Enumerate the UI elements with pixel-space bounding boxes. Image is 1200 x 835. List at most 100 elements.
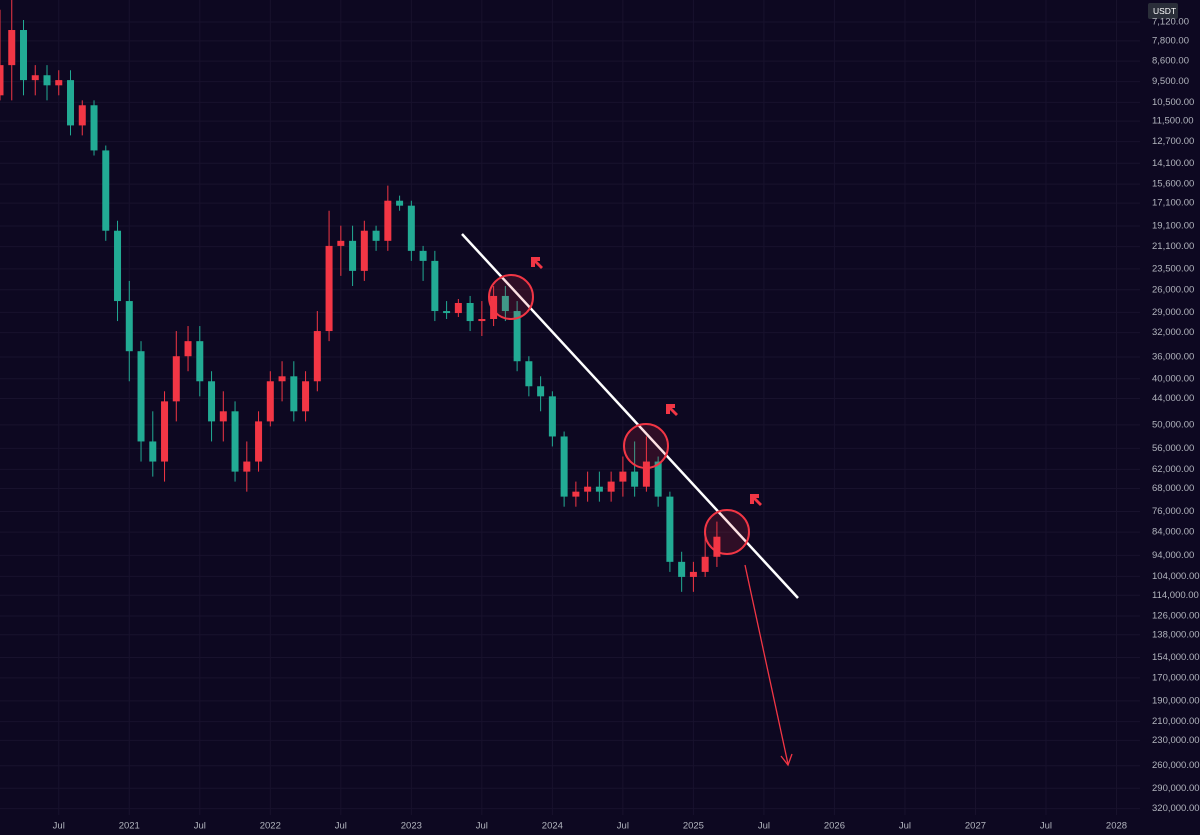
x-tick-label: 2026 xyxy=(824,821,845,832)
x-tick-label: Jul xyxy=(617,821,629,832)
currency-badge xyxy=(1148,3,1178,19)
candle-body xyxy=(431,260,439,312)
candle-body xyxy=(466,303,474,322)
x-tick-label: Jul xyxy=(476,821,488,832)
y-tick-label: 154,000.00 xyxy=(1152,652,1200,663)
x-tick-label: 2028 xyxy=(1106,821,1127,832)
candle-body xyxy=(313,331,321,382)
x-tick-label: 2022 xyxy=(260,821,281,832)
y-tick-label: 44,000.00 xyxy=(1152,393,1194,404)
touch-circle xyxy=(488,274,534,320)
x-tick-label: 2024 xyxy=(542,821,563,832)
y-tick-label: 9,500.00 xyxy=(1152,76,1189,87)
candle-body xyxy=(619,471,627,482)
candle-body xyxy=(537,386,545,397)
candle-body xyxy=(67,80,75,126)
candle-body xyxy=(266,381,274,422)
x-tick-label: 2027 xyxy=(965,821,986,832)
y-tick-label: 210,000.00 xyxy=(1152,716,1200,727)
candle-body xyxy=(384,200,392,241)
candle-body xyxy=(55,80,63,86)
candle-body xyxy=(642,461,650,487)
candle-body xyxy=(78,105,86,126)
axes: USDT 7,120.00 7,800.00 8,600.00 9,500.00 10,… xyxy=(53,3,1200,832)
marker-icon xyxy=(531,257,543,269)
candle-body xyxy=(137,351,145,442)
candle-body xyxy=(396,200,404,206)
candle-body xyxy=(102,150,110,231)
y-tick-label: 17,100.00 xyxy=(1152,198,1194,209)
candle-body xyxy=(372,230,380,241)
y-tick-label: 84,000.00 xyxy=(1152,527,1194,538)
candle-body xyxy=(607,481,615,492)
y-tick-label: 50,000.00 xyxy=(1152,419,1194,430)
y-tick-label: 104,000.00 xyxy=(1152,571,1200,582)
touch-circle xyxy=(623,423,669,469)
candle-body xyxy=(302,381,310,412)
candle-body xyxy=(631,471,639,487)
candle-body xyxy=(31,75,39,81)
candle-body xyxy=(208,381,216,422)
marker-icon xyxy=(666,404,678,416)
candle-body xyxy=(125,301,133,352)
y-tick-label: 260,000.00 xyxy=(1152,760,1200,771)
y-tick-label: 26,000.00 xyxy=(1152,284,1194,295)
y-tick-label: 40,000.00 xyxy=(1152,373,1194,384)
candle-body xyxy=(231,411,239,472)
y-tick-label: 68,000.00 xyxy=(1152,483,1194,494)
candle-body xyxy=(548,396,556,437)
x-tick-label: 2023 xyxy=(401,821,422,832)
forecast-arrow-head xyxy=(780,753,793,767)
candle-body xyxy=(513,311,521,362)
y-tick-label: 10,500.00 xyxy=(1152,97,1194,108)
x-tick-label: Jul xyxy=(1040,821,1052,832)
marker-icon xyxy=(750,494,762,506)
candle-body xyxy=(290,376,298,412)
y-tick-label: 14,100.00 xyxy=(1152,158,1194,169)
x-tick-label: Jul xyxy=(758,821,770,832)
candle-body xyxy=(419,250,427,261)
price-axis xyxy=(1140,0,1200,835)
candle-body xyxy=(255,421,263,462)
forecast-arrow xyxy=(744,564,789,765)
candle-body xyxy=(701,556,709,572)
candle-body xyxy=(478,318,486,322)
y-tick-label: 320,000.00 xyxy=(1152,803,1200,814)
x-tick-label: Jul xyxy=(899,821,911,832)
y-tick-label: 7,800.00 xyxy=(1152,35,1189,46)
candle-body xyxy=(90,105,98,151)
candle-body xyxy=(0,65,4,96)
candle-body xyxy=(337,240,345,246)
y-tick-label: 114,000.00 xyxy=(1152,590,1199,601)
grid xyxy=(0,0,1140,815)
y-tick-label: 19,100.00 xyxy=(1152,221,1194,232)
candle-body xyxy=(713,536,721,557)
drawings xyxy=(461,233,799,767)
x-tick-label: 2021 xyxy=(119,821,140,832)
candle-body xyxy=(349,240,357,271)
x-tick-label: Jul xyxy=(53,821,65,832)
candle-body xyxy=(325,245,333,332)
y-tick-label: 12,700.00 xyxy=(1152,136,1194,147)
candle-body xyxy=(43,75,51,86)
y-tick-label: 21,100.00 xyxy=(1152,241,1194,252)
candle-body xyxy=(196,341,204,382)
currency-label: USDT xyxy=(1153,6,1176,16)
y-tick-label: 29,000.00 xyxy=(1152,307,1194,318)
candle-body xyxy=(172,356,180,402)
x-tick-label: Jul xyxy=(194,821,206,832)
y-tick-label: 76,000.00 xyxy=(1152,506,1194,517)
touch-circle xyxy=(704,509,750,555)
candle-body xyxy=(501,295,509,312)
x-tick-label: Jul xyxy=(335,821,347,832)
y-tick-label: 15,600.00 xyxy=(1152,179,1194,190)
candle-body xyxy=(20,30,28,81)
candle-body xyxy=(149,441,157,462)
candle-body xyxy=(654,461,662,497)
y-tick-label: 23,500.00 xyxy=(1152,263,1194,274)
candle-body xyxy=(584,486,592,492)
candles xyxy=(0,0,721,592)
candle-body xyxy=(678,561,686,577)
y-tick-label: 7,120.00 xyxy=(1152,17,1189,28)
